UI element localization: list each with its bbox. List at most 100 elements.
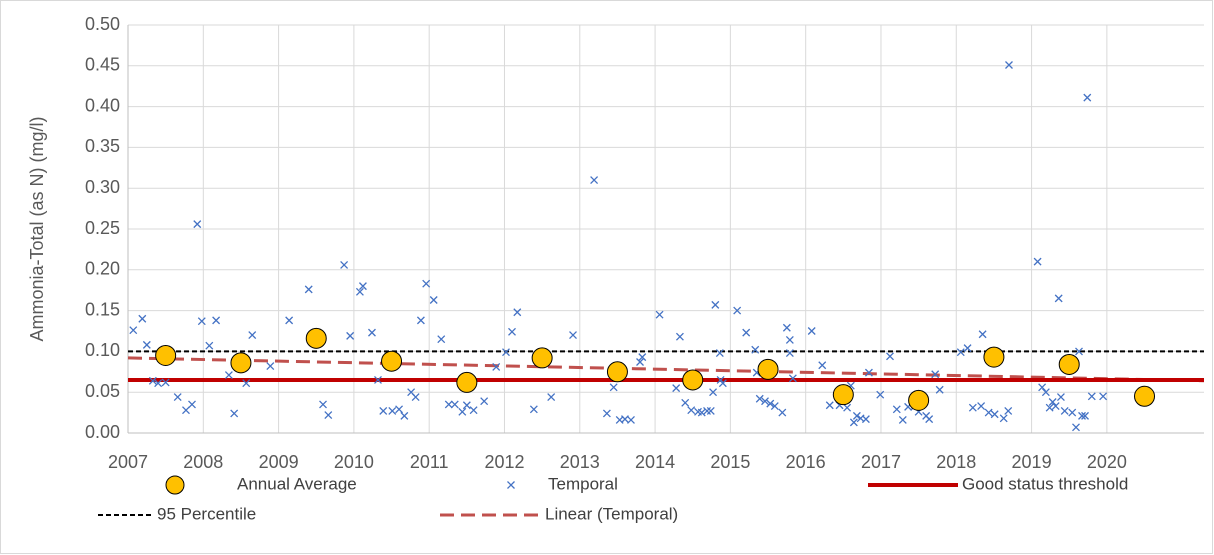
x-tick-label: 2015 (710, 452, 750, 472)
temporal-point (990, 410, 999, 419)
temporal-point (672, 384, 681, 393)
temporal-point (849, 418, 858, 427)
temporal-point (1099, 392, 1108, 401)
temporal-point (1005, 61, 1013, 69)
legend-item: 95 Percentile (98, 504, 256, 523)
temporal-point (782, 323, 791, 332)
temporal-point (1056, 393, 1065, 402)
temporal-point (374, 376, 382, 384)
temporal-point (492, 362, 501, 371)
temporal-point (1004, 407, 1013, 415)
annual-average-point (1058, 353, 1080, 375)
temporal-point (340, 260, 349, 269)
temporal-point (956, 348, 965, 357)
x-tick-label: 2008 (183, 452, 223, 472)
y-tick-label: 0.50 (85, 14, 120, 34)
annual-average-point (908, 389, 930, 411)
legend-label: Good status threshold (962, 474, 1128, 493)
temporal-point (513, 308, 522, 317)
y-tick-label: 0.35 (85, 136, 120, 156)
temporal-point (458, 407, 467, 416)
temporal-point (469, 406, 478, 415)
y-tick-label: 0.45 (85, 55, 120, 75)
x-tick-label: 2017 (861, 452, 901, 472)
x-tick-label: 2013 (560, 452, 600, 472)
y-tick-label: 0.10 (85, 340, 120, 360)
temporal-point (978, 330, 987, 339)
temporal-point (807, 327, 816, 335)
temporal-point (697, 408, 706, 417)
temporal-point (346, 331, 355, 340)
temporal-point (1048, 398, 1057, 406)
annual-average-point (757, 358, 779, 380)
temporal-point (627, 415, 635, 424)
annual-average-point (832, 384, 854, 406)
temporal-point (1041, 388, 1050, 397)
temporal-point (129, 326, 138, 335)
temporal-point (285, 316, 294, 325)
annual-average-point (381, 350, 403, 372)
annual-average-point (682, 369, 704, 391)
temporal-point (1038, 383, 1047, 392)
temporal-point (379, 407, 388, 415)
temporal-point (319, 400, 327, 409)
x-tick-label: 2016 (786, 452, 826, 472)
annual-average-point (305, 327, 327, 349)
annual-average-point (1134, 385, 1156, 407)
temporal-point (224, 371, 233, 380)
temporal-point (785, 349, 794, 357)
temporal-point (248, 331, 257, 340)
temporal-point (411, 393, 420, 402)
temporal-point (388, 407, 397, 415)
temporal-point (188, 400, 196, 409)
temporal-point (416, 316, 425, 325)
temporal-point (761, 397, 769, 406)
y-tick-label: 0.25 (85, 218, 120, 238)
temporal-point (655, 310, 664, 319)
temporal-point (502, 348, 510, 357)
temporal-point (687, 406, 696, 415)
x-tick-label: 2007 (108, 452, 148, 472)
temporal-point (212, 316, 221, 325)
x-tick-label: 2018 (936, 452, 976, 472)
temporal-point (718, 379, 727, 388)
temporal-point (778, 408, 787, 417)
temporal-point (766, 399, 775, 408)
temporal-point (681, 398, 690, 407)
legend-item: Temporal (507, 474, 618, 493)
temporal-point (1060, 407, 1069, 415)
temporal-point (368, 328, 376, 337)
temporal-point (508, 327, 516, 336)
temporal-point (864, 368, 873, 377)
temporal-point (825, 401, 834, 410)
temporal-point (931, 370, 940, 379)
annual-average-point (456, 371, 478, 393)
temporal-point (984, 408, 993, 417)
legend-label: Annual Average (237, 474, 357, 493)
y-axis-label: Ammonia-Total (as N) (mg/l) (27, 116, 47, 341)
x-tick-label: 2012 (484, 452, 524, 472)
temporal-point (529, 405, 538, 414)
temporal-point (450, 400, 459, 409)
temporal-point (422, 279, 431, 288)
temporal-point (999, 414, 1008, 423)
temporal-point (590, 176, 599, 184)
temporal-point (935, 385, 944, 394)
temporal-point (569, 331, 577, 340)
temporal-point (429, 296, 438, 304)
temporal-point (355, 287, 364, 296)
temporal-point (898, 415, 907, 424)
temporal-point (1072, 423, 1080, 432)
temporal-point (755, 394, 764, 403)
temporal-point (1051, 402, 1060, 411)
temporal-point (1054, 294, 1063, 303)
temporal-point (675, 332, 684, 341)
legend-marker (507, 481, 515, 489)
temporal-point (788, 374, 797, 383)
annual-average-point (531, 347, 553, 369)
temporal-point (861, 415, 870, 424)
temporal-point (892, 405, 901, 414)
annual-average-point (983, 346, 1005, 368)
